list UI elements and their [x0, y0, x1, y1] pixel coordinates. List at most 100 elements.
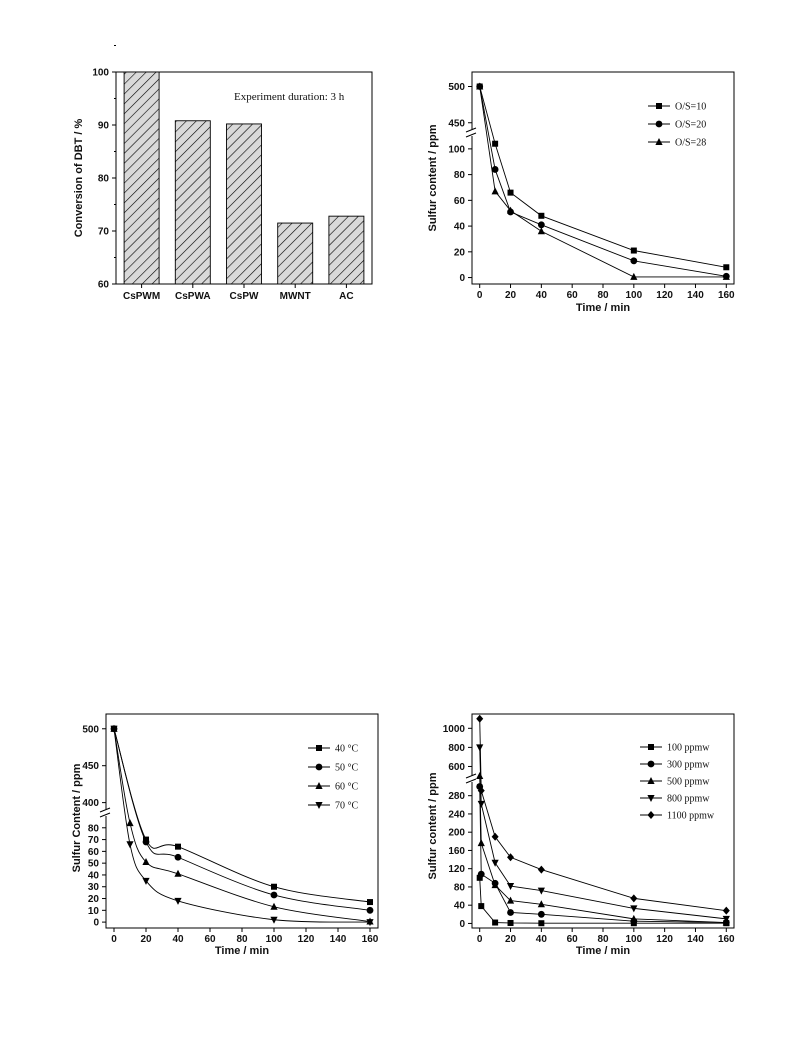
initial-concentration-line-chart: 0 20 40 60 80 100 120 140 160 0 40 80 120 160 200 240 28…	[427, 713, 735, 957]
data-point-marker	[538, 212, 545, 219]
temperature-line-chart: 0 20 40 60 80 100 120 140 1600102030405060708040…	[71, 713, 379, 957]
y-tick-label: 30	[88, 882, 100, 893]
series-line	[113, 728, 371, 923]
data-point-marker	[476, 772, 484, 779]
y-axis-title: Sulfur Content / ppm	[71, 763, 83, 872]
data-point-marker	[537, 227, 545, 235]
data-point-marker	[537, 900, 545, 908]
legend-label: 40 °C	[335, 744, 358, 755]
data-point-marker	[537, 221, 545, 229]
series-4	[476, 744, 730, 923]
data-point-marker	[647, 760, 655, 768]
y-tick-label: 160	[448, 846, 465, 857]
data-point-marker	[647, 795, 655, 802]
y-axis-title: Sulfur content / ppm	[427, 772, 439, 879]
data-point-marker	[507, 189, 514, 196]
y-tick-label: 0	[459, 919, 465, 930]
bar-mwnt	[277, 222, 314, 285]
y-tick-label: 800	[448, 743, 465, 754]
x-tick-label: 0	[477, 290, 483, 301]
data-point-marker	[630, 247, 637, 254]
x-tick-label: 0	[111, 934, 117, 945]
y-axis-title: Conversion of DBT / %	[73, 119, 85, 238]
data-point-marker	[655, 120, 663, 128]
legend-label: O/S=20	[675, 120, 706, 131]
x-tick-label: 20	[505, 934, 517, 945]
data-point-marker	[491, 832, 499, 841]
series-5	[476, 714, 730, 915]
y-tick-label: 100	[92, 68, 109, 79]
x-tick-label: 140	[687, 290, 704, 301]
y-tick-label: 80	[88, 823, 100, 834]
series-2	[476, 83, 730, 280]
x-tick-label: CsPWA	[175, 291, 211, 302]
axis-break-gap	[100, 810, 110, 816]
data-point-marker	[722, 915, 730, 923]
x-tick-label: 80	[597, 290, 609, 301]
data-point-marker	[477, 870, 485, 878]
series-line	[113, 728, 371, 922]
bar-cspwa	[174, 120, 211, 285]
conversion-bar-chart: 60 70 80 90 100 CsPWM CsPWA CsPW MWNT AC Experim…	[73, 45, 373, 302]
data-point-marker	[270, 902, 278, 910]
x-tick-label: CsPW	[230, 291, 259, 302]
y-tick-label: 70	[88, 835, 100, 846]
y-tick-label: 40	[454, 222, 466, 233]
y-tick-label: 40	[88, 870, 100, 881]
data-point-marker	[270, 891, 278, 899]
x-tick-label: 100	[625, 290, 642, 301]
data-point-marker	[492, 919, 499, 926]
x-tick-label: 120	[656, 934, 673, 945]
series-line	[113, 728, 371, 903]
data-point-marker	[647, 811, 655, 819]
y-tick-label: 0	[459, 273, 465, 284]
data-point-marker	[647, 777, 655, 784]
x-tick-label: 80	[597, 934, 609, 945]
data-point-marker	[366, 906, 374, 914]
legend-label: 50 °C	[335, 763, 358, 774]
x-tick-label: 0	[477, 934, 483, 945]
x-axis-title: Time / min	[576, 945, 630, 957]
legend: O/S=10 O/S=20 O/S=28	[648, 102, 706, 149]
axis-break-gap	[466, 130, 476, 136]
y-tick-label: 40	[454, 901, 466, 912]
series-line	[113, 728, 371, 911]
series-1	[111, 725, 373, 906]
legend-label: O/S=10	[675, 102, 706, 113]
legend: 40 °C 50 °C 60 °C 70 °C	[308, 744, 358, 812]
y-tick-label: 50	[88, 859, 100, 870]
x-tick-label: 140	[330, 934, 347, 945]
chart-annotation: Experiment duration: 3 h	[234, 91, 345, 103]
x-tick-label: 100	[625, 934, 642, 945]
data-point-marker	[142, 838, 150, 846]
x-tick-label: 120	[298, 934, 315, 945]
data-point-marker	[174, 897, 182, 905]
data-point-marker	[630, 905, 638, 913]
series-group	[476, 714, 730, 927]
series-line	[479, 86, 727, 268]
x-axis-title: Time / min	[576, 302, 630, 314]
series-2	[476, 783, 730, 926]
data-point-marker	[476, 744, 484, 752]
y-tick-label: 120	[448, 864, 465, 875]
x-axis-ticks: CsPWM CsPWA CsPW MWNT AC	[123, 284, 354, 302]
data-point-marker	[476, 714, 484, 723]
data-point-marker	[506, 206, 515, 214]
y-tick-label: 60	[98, 280, 110, 291]
data-point-marker	[366, 919, 374, 927]
series-line	[479, 747, 727, 920]
y-tick-label: 500	[448, 82, 465, 93]
data-point-marker	[630, 257, 638, 265]
y-tick-label: 20	[454, 247, 466, 258]
x-tick-label: 120	[656, 290, 673, 301]
data-point-marker	[648, 744, 654, 750]
data-point-marker	[477, 839, 485, 847]
axis-ticks: 0 20 40 60 80 100 120 140 160 0 20 40 60 80 100 450 500	[448, 82, 735, 301]
data-point-marker	[142, 877, 150, 885]
data-point-marker	[174, 853, 182, 861]
x-tick-label: 60	[567, 290, 579, 301]
data-point-marker	[491, 166, 499, 173]
series-3	[110, 724, 374, 925]
x-tick-label: CsPWM	[123, 291, 160, 302]
